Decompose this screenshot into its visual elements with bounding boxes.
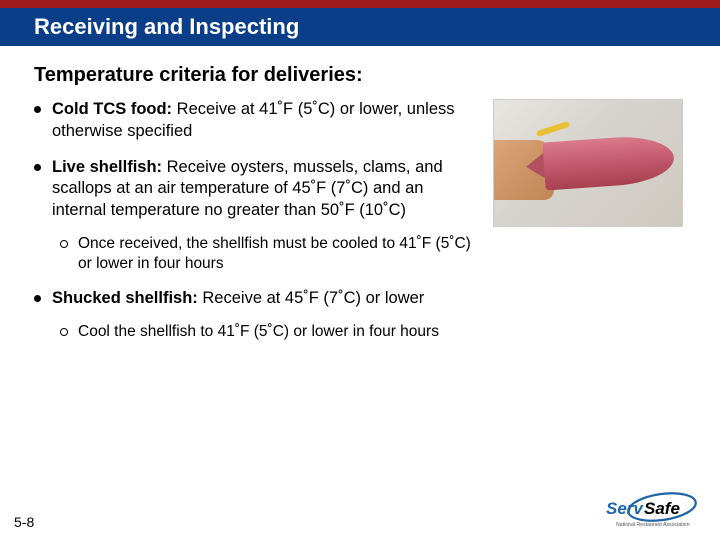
bullet-list: Cold TCS food: Receive at 41˚F (5˚C) or … <box>34 99 479 342</box>
body-wrap: Cold TCS food: Receive at 41˚F (5˚C) or … <box>34 99 692 356</box>
sub-item: Cool the shellfish to 41˚F (5˚C) or lowe… <box>78 322 479 342</box>
bullet-bold: Cold TCS food: <box>52 100 172 118</box>
bullet-item: Cold TCS food: Receive at 41˚F (5˚C) or … <box>52 99 479 143</box>
sub-list: Once received, the shellfish must be coo… <box>52 234 479 274</box>
logo-tagline: National Restaurant Association <box>616 522 690 528</box>
sub-item: Once received, the shellfish must be coo… <box>78 234 479 274</box>
thermometer-shape <box>536 121 570 137</box>
sub-list: Cool the shellfish to 41˚F (5˚C) or lowe… <box>52 322 479 342</box>
page-number: 5-8 <box>14 514 34 530</box>
bullet-item: Live shellfish: Receive oysters, mussels… <box>52 157 479 275</box>
header-blue-bar: Receiving and Inspecting <box>0 8 720 46</box>
slide-title: Receiving and Inspecting <box>34 14 299 40</box>
section-title: Temperature criteria for deliveries: <box>34 64 692 87</box>
text-column: Cold TCS food: Receive at 41˚F (5˚C) or … <box>34 99 479 356</box>
bullet-item: Shucked shellfish: Receive at 45˚F (7˚C)… <box>52 288 479 342</box>
bullet-bold: Shucked shellfish: <box>52 289 198 307</box>
fish-photo <box>493 99 683 227</box>
servsafe-logo: Serv Safe National Restaurant Associatio… <box>590 490 700 530</box>
logo-serv-text: Serv <box>606 499 644 518</box>
header-red-bar <box>0 0 720 8</box>
fish-body-shape <box>542 134 675 191</box>
bullet-bold: Live shellfish: <box>52 158 162 176</box>
content-area: Temperature criteria for deliveries: Col… <box>0 46 720 356</box>
bullet-text: Receive at 45˚F (7˚C) or lower <box>198 289 424 307</box>
logo-safe-text: Safe <box>644 499 680 518</box>
